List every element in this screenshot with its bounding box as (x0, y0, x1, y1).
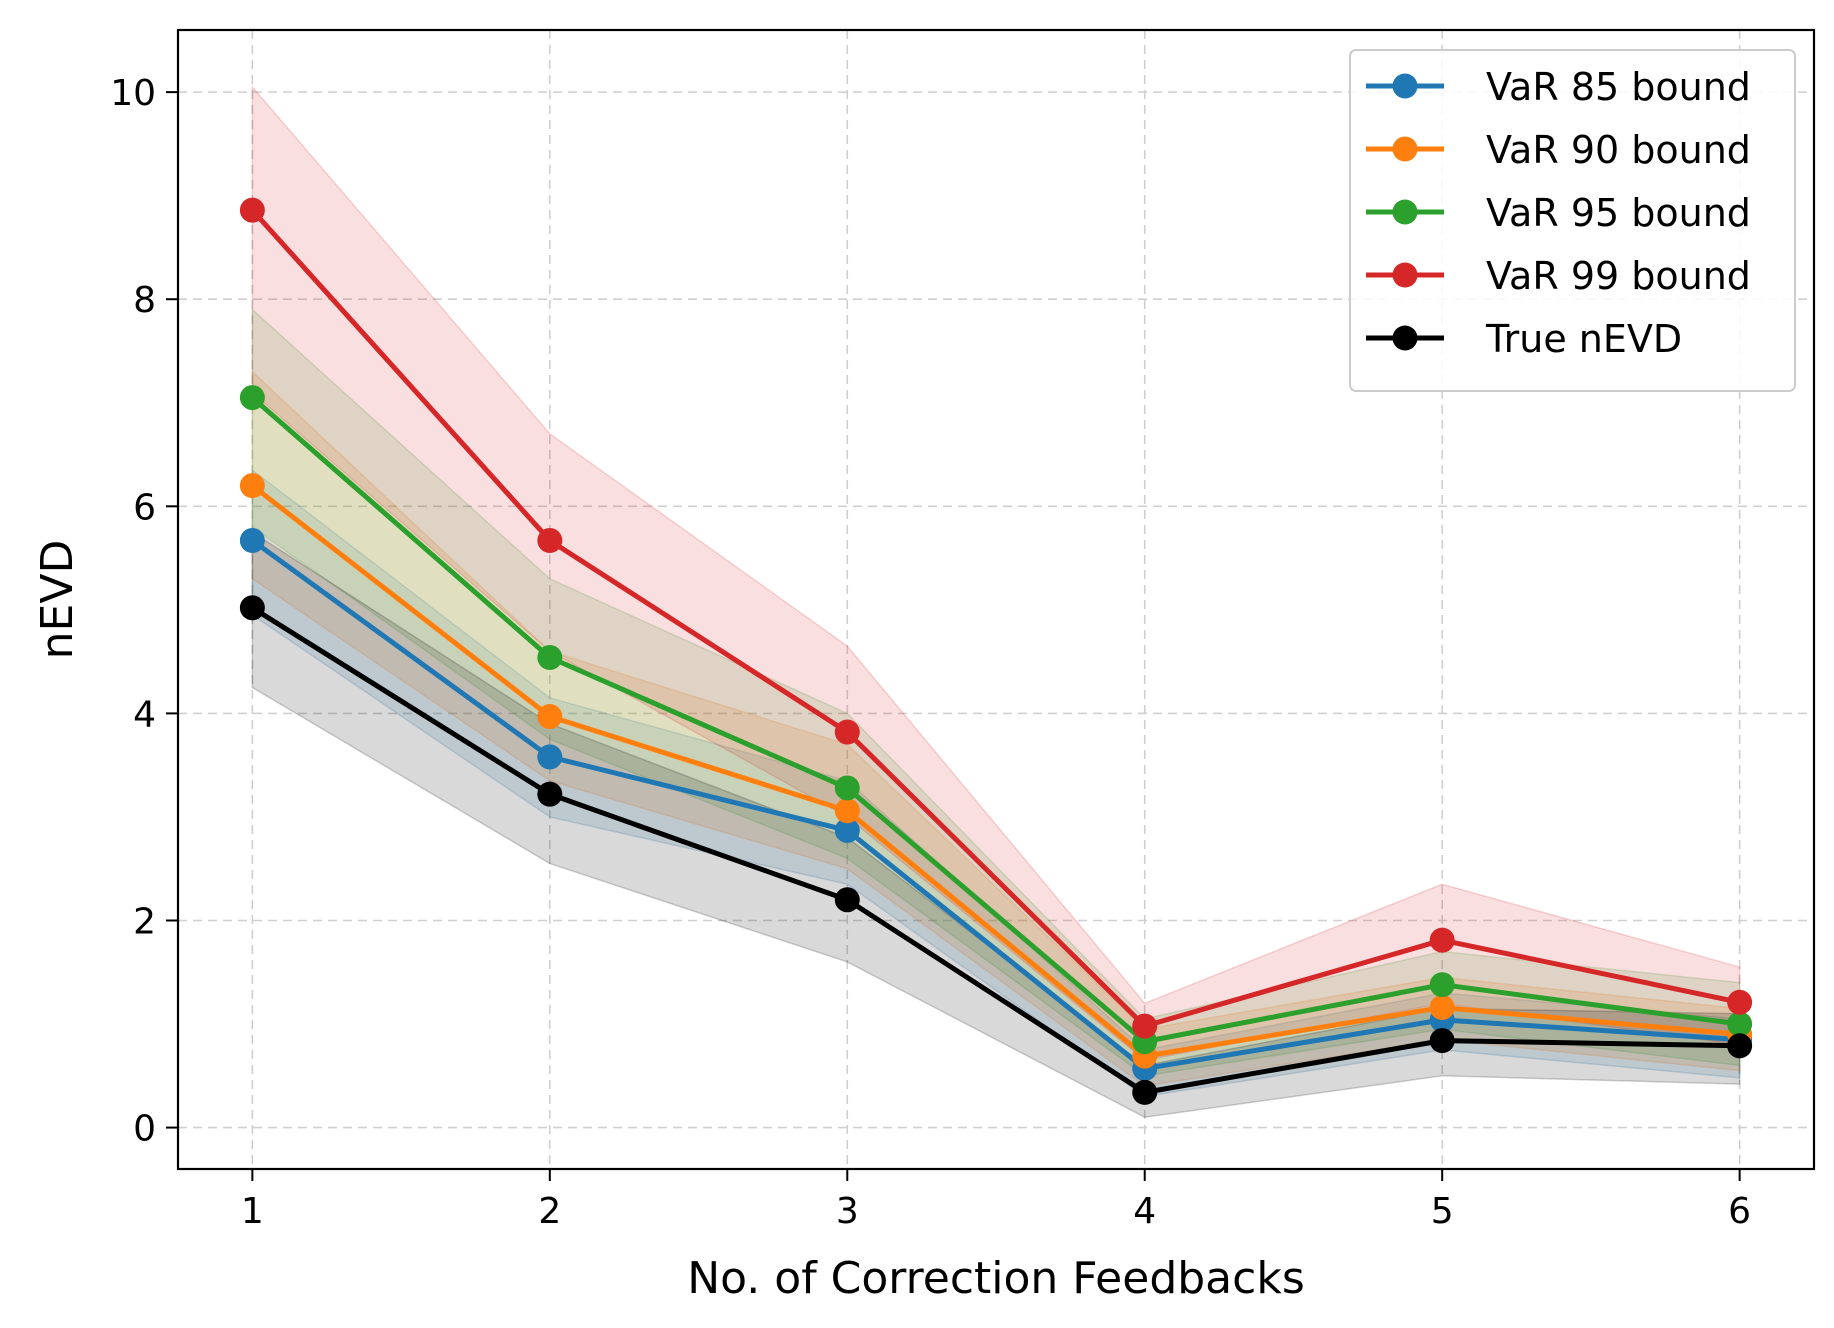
legend-marker (1392, 73, 1418, 99)
x-tick-label: 1 (241, 1191, 264, 1232)
legend-label: VaR 99 bound (1486, 254, 1751, 298)
point-var-90-bound (834, 798, 860, 824)
point-var-95-bound (834, 775, 860, 801)
line-true-nevd (251, 605, 1740, 1095)
point-var-90-bound (537, 704, 563, 730)
point-var-95-bound (239, 385, 265, 411)
plot-frame (176, 28, 1816, 1171)
point-true-nevd (1132, 1079, 1158, 1105)
y-tick-label: 0 (133, 1109, 156, 1150)
point-true-nevd (834, 887, 860, 913)
point-var-99-bound (537, 527, 563, 553)
line-var-85-bound (250, 538, 1740, 1072)
point-var-99-bound (1429, 927, 1455, 953)
point-true-nevd (1727, 1033, 1753, 1059)
line-var-95-bound (250, 395, 1740, 1045)
point-var-95-bound (537, 644, 563, 670)
point-var-85-bound (239, 527, 265, 553)
legend-marker (1392, 199, 1418, 225)
point-var-99-bound (1132, 1013, 1158, 1039)
point-var-90-bound (239, 473, 265, 499)
point-var-99-bound (834, 719, 860, 745)
axis-ticks: 1 2 3 4 5 6 0 2 4 6 8 10 (110, 73, 1751, 1232)
band-var-95-bound (251, 307, 1741, 1077)
y-tick-label: 4 (133, 694, 156, 735)
x-axis-label: No. of Correction Feedbacks (687, 1253, 1305, 1304)
legend-label: VaR 90 bound (1486, 128, 1751, 172)
point-var-95-bound (1429, 972, 1455, 998)
legend-marker (1392, 325, 1418, 351)
point-true-nevd (1429, 1028, 1455, 1054)
legend-label: True nEVD (1485, 317, 1682, 361)
line-var-99-bound (250, 208, 1741, 1029)
legend-marker (1392, 262, 1418, 288)
x-tick-label: 3 (836, 1191, 859, 1232)
x-tick-label: 2 (538, 1191, 561, 1232)
series-points (239, 197, 1753, 1105)
point-var-99-bound (239, 197, 265, 223)
y-tick-label: 10 (110, 73, 156, 114)
point-true-nevd (537, 781, 563, 807)
point-var-85-bound (834, 817, 860, 843)
legend-marker (1392, 136, 1418, 162)
legend: VaR 85 bound VaR 90 bound VaR 95 bound VaR … (1349, 49, 1796, 392)
point-var-90-bound (1429, 994, 1455, 1020)
confidence-bands (251, 84, 1741, 1119)
line-var-90-bound (250, 483, 1740, 1059)
point-true-nevd (239, 595, 265, 621)
y-tick-label: 6 (133, 487, 156, 528)
y-tick-label: 2 (133, 901, 156, 942)
legend-box (1349, 49, 1796, 392)
x-tick-label: 5 (1431, 1191, 1454, 1232)
legend-label: VaR 85 bound (1486, 65, 1751, 109)
x-tick-label: 6 (1728, 1191, 1751, 1232)
point-var-85-bound (537, 744, 563, 770)
point-var-95-bound (1727, 1011, 1753, 1037)
series-lines (250, 208, 1741, 1095)
y-tick-label: 8 (133, 280, 156, 321)
legend-label: VaR 95 bound (1486, 191, 1751, 235)
x-tick-label: 4 (1133, 1191, 1156, 1232)
point-var-99-bound (1727, 989, 1753, 1015)
y-axis-label: nEVD (32, 540, 83, 660)
